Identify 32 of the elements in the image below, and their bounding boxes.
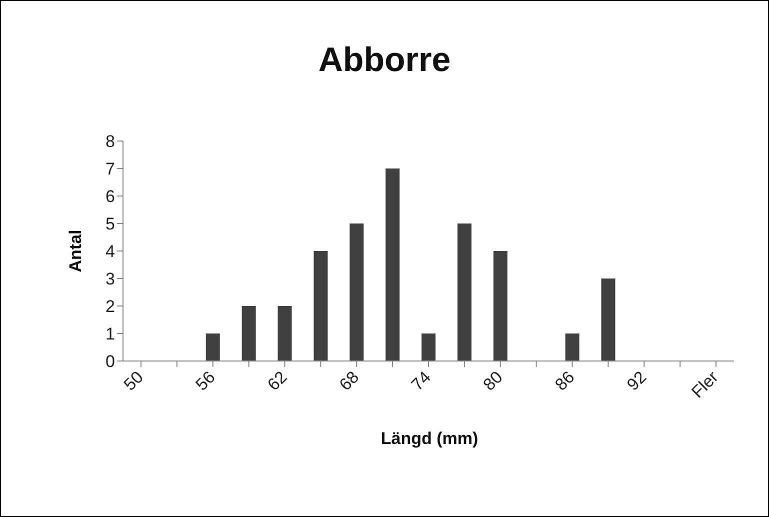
- y-tick-label: 4: [106, 242, 115, 262]
- chart-title: Abborre: [317, 41, 452, 80]
- y-tick-label: 6: [106, 187, 115, 206]
- bar: [493, 251, 508, 361]
- y-tick-label: 3: [106, 270, 115, 289]
- bar: [565, 334, 580, 361]
- y-axis-title: Antal: [66, 230, 86, 272]
- bar: [601, 278, 616, 361]
- bar: [206, 334, 220, 361]
- x-axis-title: Längd (mm): [380, 429, 480, 449]
- x-tick-label: 56: [192, 368, 219, 394]
- bar: [350, 224, 364, 361]
- x-tick-label: 74: [408, 368, 434, 394]
- bar: [422, 334, 436, 361]
- y-tick-label: 7: [106, 160, 115, 179]
- x-tick-label: 50: [120, 368, 147, 394]
- y-tick-label: 0: [106, 352, 115, 372]
- bar: [457, 224, 472, 361]
- y-tick-label: 1: [106, 324, 115, 344]
- y-tick-label: 5: [106, 214, 115, 234]
- bar: [242, 306, 256, 361]
- y-tick-label: 8: [106, 132, 115, 152]
- x-tick-label: Fler: [688, 367, 722, 402]
- x-tick-label: 86: [551, 368, 578, 394]
- x-tick-label: 80: [480, 368, 506, 394]
- x-tick-label: 92: [623, 368, 650, 394]
- bar: [386, 168, 400, 361]
- x-tick-label: 68: [336, 368, 363, 394]
- x-tick-label: 62: [264, 368, 291, 394]
- bar: [278, 306, 292, 361]
- bar: [314, 251, 328, 361]
- y-tick-label: 2: [106, 297, 115, 316]
